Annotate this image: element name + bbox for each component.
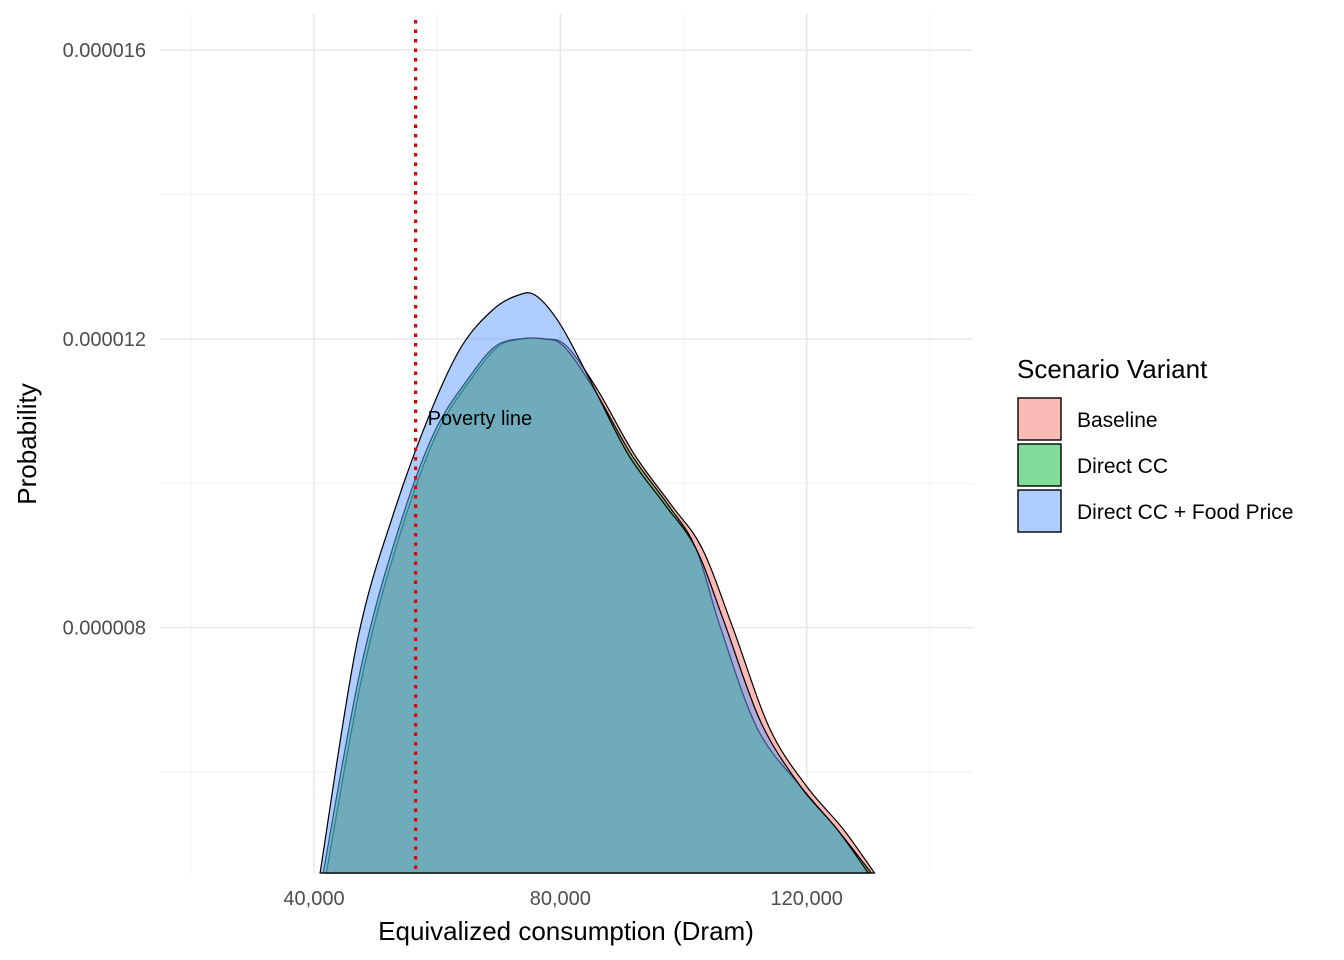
y-tick-label: 0.000008 (63, 618, 146, 640)
legend: Scenario Variant Baseline Direct CC Direct… (1017, 354, 1293, 533)
legend-swatch (1017, 489, 1062, 533)
x-tick-label: 80,000 (530, 888, 591, 910)
y-tick-label: 0.000016 (63, 40, 146, 62)
density-areas (319, 292, 876, 874)
y-tick-label: 0.000012 (63, 329, 146, 351)
x-axis-title: Equivalized consumption (Dram) (378, 916, 754, 946)
legend-label: Baseline (1077, 409, 1158, 432)
legend-swatch (1017, 443, 1062, 487)
x-axis-tick-labels: 40,000 80,000 120,000 (283, 888, 842, 910)
y-axis-title: Probability (12, 383, 42, 504)
density-area-3 (319, 292, 870, 874)
y-axis-tick-labels: 0.000008 0.000012 0.000016 (63, 40, 146, 639)
poverty-line-label: Poverty line (428, 408, 533, 430)
legend-label: Direct CC (1077, 455, 1168, 478)
x-tick-label: 120,000 (771, 888, 843, 910)
legend-title: Scenario Variant (1017, 354, 1208, 384)
legend-label: Direct CC + Food Price (1077, 501, 1293, 524)
x-tick-label: 40,000 (283, 888, 344, 910)
legend-swatch (1017, 397, 1062, 441)
